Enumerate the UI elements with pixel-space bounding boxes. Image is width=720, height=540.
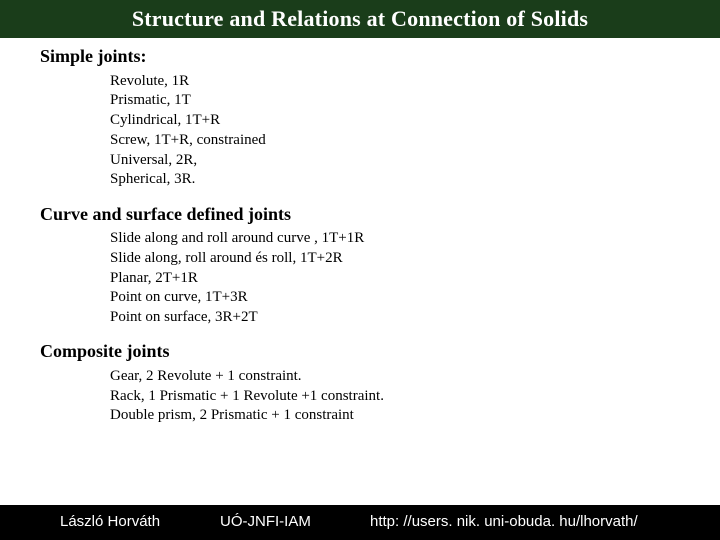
slide-title: Structure and Relations at Connection of… <box>0 0 720 38</box>
slide-content: Simple joints: Revolute, 1R Prismatic, 1… <box>0 38 720 426</box>
section-heading-composite: Composite joints <box>40 341 680 362</box>
list-item: Planar, 2T+1R <box>110 268 680 288</box>
list-item: Point on surface, 3R+2T <box>110 308 680 328</box>
list-item: Point on curve, 1T+3R <box>110 288 680 308</box>
list-item: Universal, 2R, <box>110 150 680 170</box>
composite-joints-list: Gear, 2 Revolute + 1 constraint. Rack, 1… <box>110 366 680 425</box>
footer-url: http: //users. nik. uni-obuda. hu/lhorva… <box>370 513 638 530</box>
list-item: Slide along, roll around és roll, 1T+2R <box>110 248 680 268</box>
footer-author: László Horváth <box>60 513 180 530</box>
slide-footer: László Horváth UÓ-JNFI-IAM http: //users… <box>0 505 720 540</box>
simple-joints-list: Revolute, 1R Prismatic, 1T Cylindrical, … <box>110 71 680 190</box>
list-item: Revolute, 1R <box>110 71 680 91</box>
list-item: Slide along and roll around curve , 1T+1… <box>110 229 680 249</box>
section-heading-simple: Simple joints: <box>40 46 680 67</box>
list-item: Rack, 1 Prismatic + 1 Revolute +1 constr… <box>110 386 680 406</box>
list-item: Prismatic, 1T <box>110 91 680 111</box>
list-item: Gear, 2 Revolute + 1 constraint. <box>110 366 680 386</box>
footer-affiliation: UÓ-JNFI-IAM <box>220 513 330 530</box>
list-item: Cylindrical, 1T+R <box>110 111 680 131</box>
list-item: Spherical, 3R. <box>110 170 680 190</box>
slide: Structure and Relations at Connection of… <box>0 0 720 540</box>
section-heading-curve: Curve and surface defined joints <box>40 204 680 225</box>
list-item: Screw, 1T+R, constrained <box>110 130 680 150</box>
curve-joints-list: Slide along and roll around curve , 1T+1… <box>110 229 680 328</box>
list-item: Double prism, 2 Prismatic + 1 constraint <box>110 406 680 426</box>
